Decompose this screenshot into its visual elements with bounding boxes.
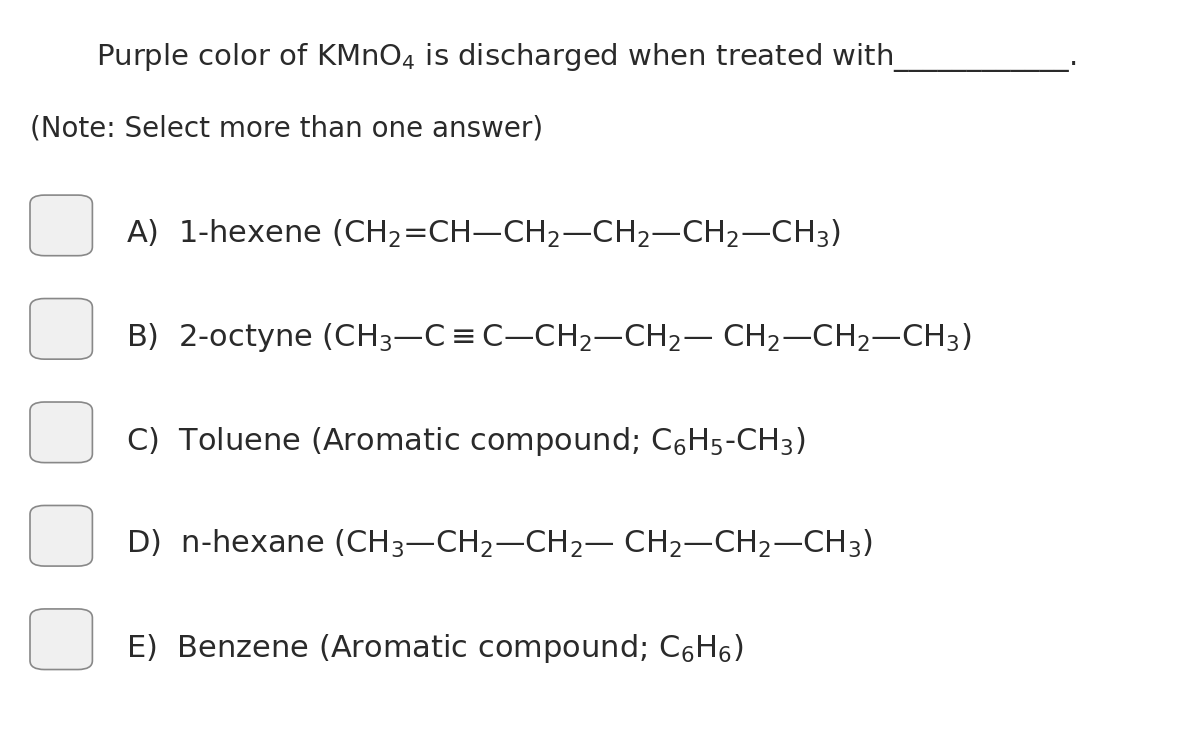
Text: D)  n-hexane (CH$_3$—CH$_2$—CH$_2$— CH$_2$—CH$_2$—CH$_3$): D) n-hexane (CH$_3$—CH$_2$—CH$_2$— CH$_2… [126,528,872,560]
FancyBboxPatch shape [30,609,92,670]
Text: B)  2-octyne (CH$_3$—C$\equiv$C—CH$_2$—CH$_2$— CH$_2$—CH$_2$—CH$_3$): B) 2-octyne (CH$_3$—C$\equiv$C—CH$_2$—CH… [126,321,972,355]
Text: E)  Benzene (Aromatic compound; C$_6$H$_6$): E) Benzene (Aromatic compound; C$_6$H$_6… [126,632,744,665]
FancyBboxPatch shape [30,195,92,256]
FancyBboxPatch shape [30,505,92,566]
Text: Purple color of KMnO$_4$ is discharged when treated with____________.: Purple color of KMnO$_4$ is discharged w… [96,41,1076,74]
FancyBboxPatch shape [30,299,92,359]
Text: A)  1-hexene (CH$_2$=CH—CH$_2$—CH$_2$—CH$_2$—CH$_3$): A) 1-hexene (CH$_2$=CH—CH$_2$—CH$_2$—CH$… [126,218,841,250]
FancyBboxPatch shape [30,402,92,463]
Text: (Note: Select more than one answer): (Note: Select more than one answer) [30,115,544,143]
Text: C)  Toluene (Aromatic compound; C$_6$H$_5$-CH$_3$): C) Toluene (Aromatic compound; C$_6$H$_5… [126,425,805,458]
